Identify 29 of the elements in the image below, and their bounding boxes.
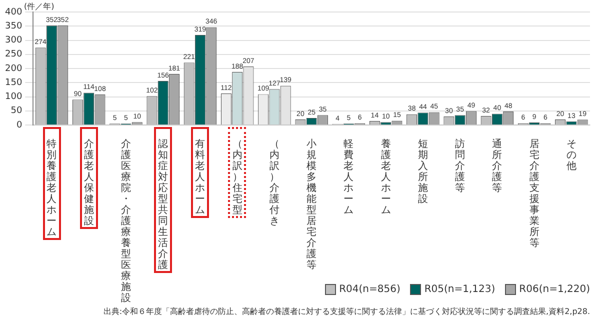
x-tick-label: その他 — [566, 139, 576, 172]
x-tick-label: （内訳）住宅型 — [232, 139, 242, 216]
y-axis-title: (件／年) — [24, 2, 54, 12]
y-tick-label: 100 — [4, 92, 22, 102]
x-tick-label: 短期入所施設 — [418, 139, 428, 206]
legend-label: R06(n=1,220) — [519, 284, 590, 295]
y-tick-label: 0 — [16, 120, 22, 130]
x-tick-label: 介護老人保健施設 — [84, 138, 94, 228]
y-tick-label: 300 — [4, 36, 22, 46]
legend-label: R04(n=856) — [339, 284, 400, 295]
y-tick-label: 350 — [4, 21, 22, 32]
y-tick-label: 250 — [4, 50, 22, 60]
y-tick-label: 200 — [4, 64, 22, 74]
source-note: 出典:令和６年度「高齢者虐待の防止、高齢者の養護者に対する支援等に関する法律」に基づく対応状況等に関する調査結果,資料2,p28. — [102, 306, 591, 317]
x-tick-label: 養護老人ホーム — [380, 138, 391, 216]
y-tick-label: 150 — [4, 78, 22, 88]
category-label: 認知症対応型共同生活介護 — [158, 139, 168, 272]
x-tick-label: 通所介護等 — [492, 138, 502, 194]
y-tick-label: 400 — [4, 7, 22, 18]
category-label: 居宅介護支援事業所等 — [529, 139, 540, 250]
category-label: 介護医療院・介護療養型医療施設 — [120, 139, 131, 304]
category-label: 小規模多機能型居宅介護等 — [306, 139, 317, 272]
x-tick-label: （内訳）介護付き — [269, 139, 280, 228]
legend-label: R05(n=1,123) — [424, 284, 496, 295]
y-tick-label: 50 — [10, 106, 22, 116]
x-tick-label: 有料老人ホーム — [195, 138, 206, 216]
x-tick-label: 訪問介護等 — [455, 138, 466, 194]
x-tick-label: 軽費老人ホーム — [344, 139, 354, 216]
category-label: 特別養護老人ホーム — [46, 139, 57, 238]
